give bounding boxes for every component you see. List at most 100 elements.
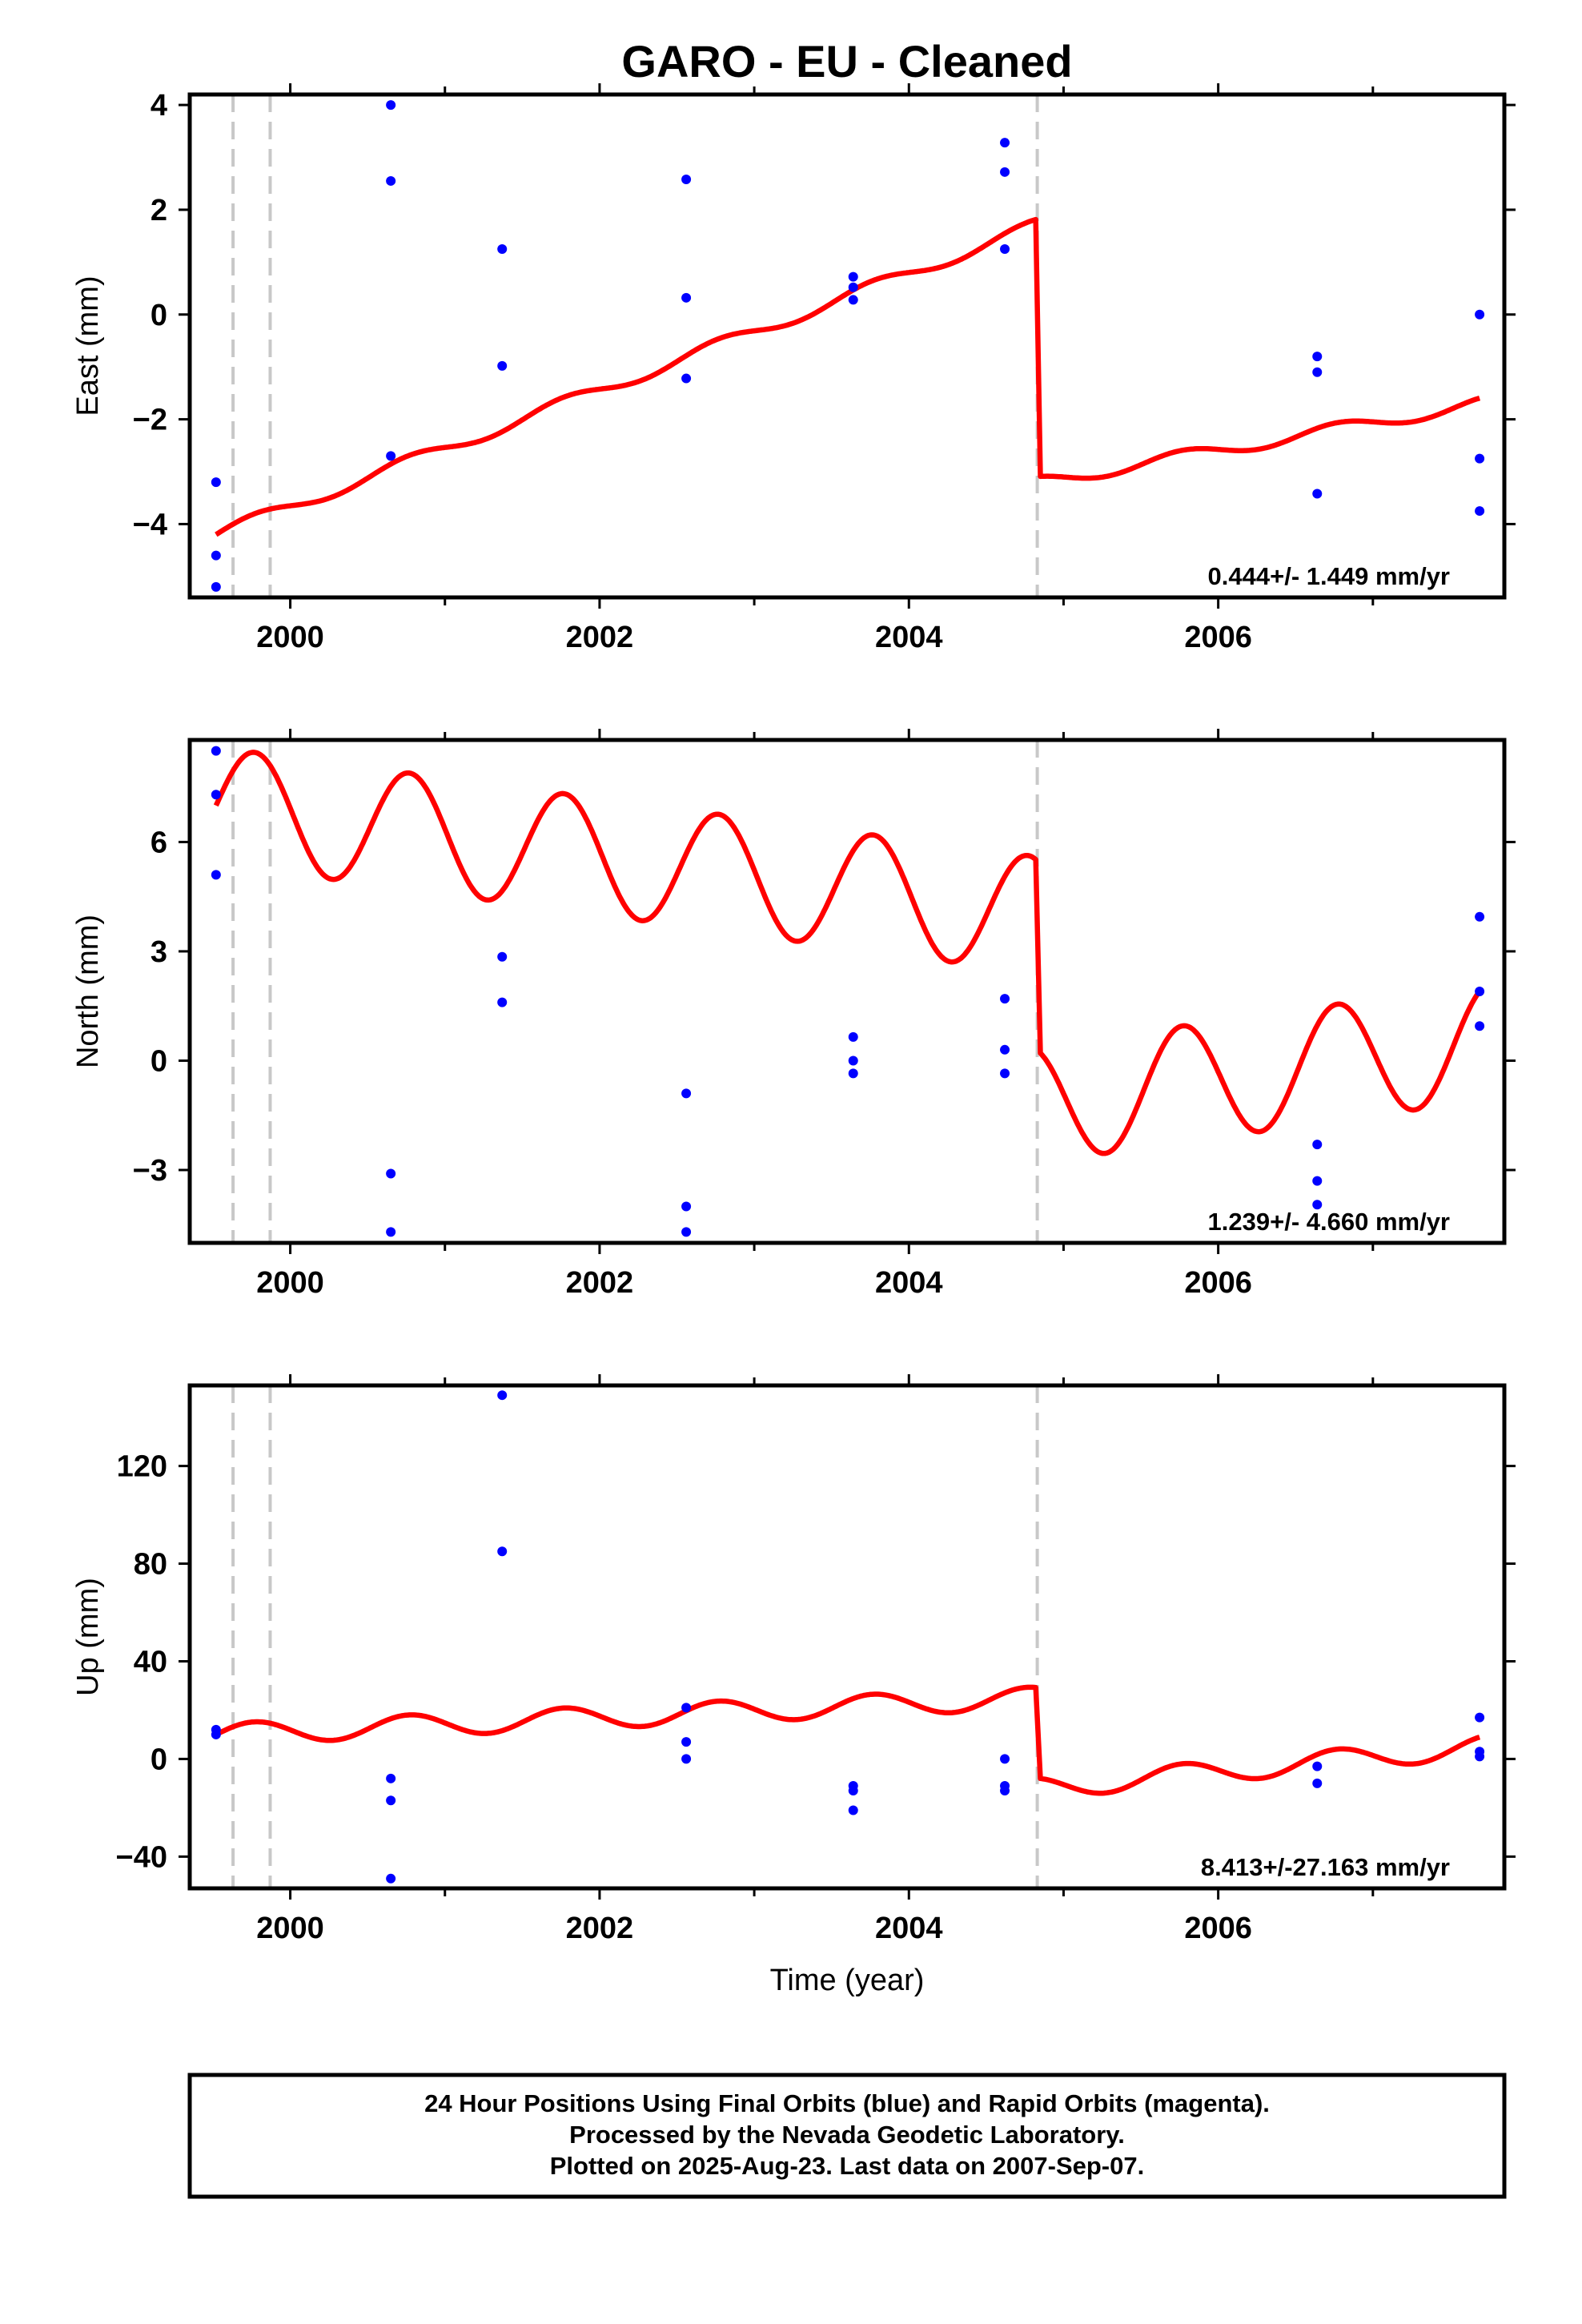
north-panel: 2000 2002 2004 2006 −3 0 3 6 North (mm) 1.239+/- … (71, 729, 1516, 1300)
north-observation-point (1000, 1044, 1010, 1055)
east-rate-annotation: 0.444+/- 1.449 mm/yr (1208, 562, 1450, 590)
east-panel: 2000 2002 2004 2006 −4 −2 0 2 4 East (mm) 0.444+/-… (71, 83, 1516, 654)
footer-frame (187, 2073, 1507, 2199)
up-observation-point (681, 1703, 692, 1713)
north-observation-point (211, 746, 221, 756)
east-observation-point (848, 271, 858, 282)
north-ytick-label: 3 (151, 935, 167, 969)
north-observation-point (497, 997, 508, 1007)
east-observation-point (386, 451, 396, 461)
east-observation-point (386, 175, 396, 186)
x-axis-label: Time (year) (770, 1964, 925, 1997)
north-observation-point (848, 1068, 858, 1079)
north-rate-annotation: 1.239+/- 4.660 mm/yr (1208, 1208, 1450, 1236)
north-observation-point (211, 870, 221, 880)
east-observation-point (497, 360, 508, 371)
east-observation-point (1000, 167, 1010, 177)
east-xtick-label: 2006 (1184, 621, 1252, 654)
east-y-axis-label: East (mm) (71, 275, 105, 416)
up-model-curve (215, 1684, 1481, 1796)
east-observation-point (497, 243, 508, 254)
east-observation-point (1475, 309, 1485, 320)
up-observation-point (386, 1795, 396, 1806)
north-observation-point (1000, 1068, 1010, 1079)
east-observation-point (1000, 138, 1010, 148)
east-observation-point (848, 295, 858, 305)
east-xtick-label: 2000 (256, 621, 324, 654)
footer-box: 24 Hour Positions Using Final Orbits (bl… (187, 2073, 1507, 2199)
north-observation-point (386, 1168, 396, 1179)
north-observation-point (1475, 1021, 1485, 1031)
up-rate-annotation: 8.413+/-27.163 mm/yr (1201, 1853, 1450, 1881)
north-observation-point (386, 1227, 396, 1237)
east-ytick-label: 4 (151, 89, 167, 123)
north-observation-point (1475, 987, 1485, 996)
east-ytick-label: −2 (133, 404, 167, 437)
east-observation-point (1000, 243, 1010, 254)
up-xtick-label: 2000 (256, 1912, 324, 1945)
north-observation-point (1312, 1200, 1323, 1210)
east-observation-point (386, 100, 396, 111)
north-observation-point (1475, 911, 1485, 922)
north-observation-point (1312, 1140, 1323, 1150)
north-observation-point (681, 1088, 692, 1099)
north-xtick-label: 2006 (1184, 1266, 1252, 1300)
footer-line-3: Plotted on 2025-Aug-23. Last data on 200… (550, 2152, 1144, 2180)
east-observation-point (681, 373, 692, 384)
east-model-curve (215, 216, 1481, 537)
up-ytick-label: 0 (151, 1743, 167, 1776)
up-observation-point (497, 1546, 508, 1557)
up-y-axis-label: Up (mm) (71, 1578, 105, 1696)
north-model-curve (213, 750, 1482, 1156)
north-ytick-label: 6 (151, 826, 167, 859)
north-ytick-label: −3 (133, 1154, 167, 1188)
up-observation-point (386, 1873, 396, 1884)
east-xtick-label: 2002 (566, 621, 634, 654)
up-observation-point (1000, 1754, 1010, 1764)
east-observation-point (211, 581, 221, 592)
east-observation-point (1475, 453, 1485, 464)
east-observation-point (1312, 489, 1323, 499)
up-observation-point (848, 1805, 858, 1815)
up-observation-point (1475, 1751, 1485, 1762)
up-observation-point (386, 1773, 396, 1783)
east-observation-point (1475, 506, 1485, 517)
north-y-axis-label: North (mm) (71, 915, 105, 1068)
east-observation-point (211, 477, 221, 488)
north-observation-point (211, 790, 221, 800)
up-xtick-label: 2006 (1184, 1912, 1252, 1945)
north-xtick-label: 2000 (256, 1266, 324, 1300)
north-observation-point (1312, 1176, 1323, 1186)
north-observation-point (681, 1201, 692, 1212)
north-observation-point (1000, 994, 1010, 1004)
north-observation-point (848, 1031, 858, 1042)
east-ytick-label: 0 (151, 299, 167, 332)
north-xtick-label: 2004 (875, 1266, 943, 1300)
up-observation-point (1312, 1778, 1323, 1788)
up-plot-frame (187, 1383, 1507, 1891)
east-ytick-label: 2 (151, 194, 167, 227)
up-ytick-label: 120 (117, 1450, 167, 1484)
up-observation-point (681, 1737, 692, 1747)
up-observation-point (497, 1390, 508, 1401)
east-xtick-label: 2004 (875, 621, 943, 654)
up-observation-point (681, 1754, 692, 1764)
up-xtick-label: 2002 (566, 1912, 634, 1945)
up-xtick-label: 2004 (875, 1912, 943, 1945)
east-observation-point (1312, 352, 1323, 362)
east-observation-point (1312, 367, 1323, 377)
east-observation-point (681, 292, 692, 303)
footer-line-1: 24 Hour Positions Using Final Orbits (bl… (424, 2089, 1270, 2117)
up-observation-point (1312, 1761, 1323, 1771)
up-ytick-label: 40 (134, 1645, 167, 1679)
north-plot-frame (187, 738, 1507, 1245)
up-ytick-label: 80 (134, 1548, 167, 1582)
up-observation-point (848, 1786, 858, 1796)
figure-title: GARO - EU - Cleaned (621, 36, 1072, 86)
east-observation-point (848, 282, 858, 292)
north-xtick-label: 2002 (566, 1266, 634, 1300)
east-plot-frame (187, 92, 1507, 600)
footer-line-2: Processed by the Nevada Geodetic Laborat… (569, 2121, 1125, 2149)
north-observation-point (497, 951, 508, 962)
